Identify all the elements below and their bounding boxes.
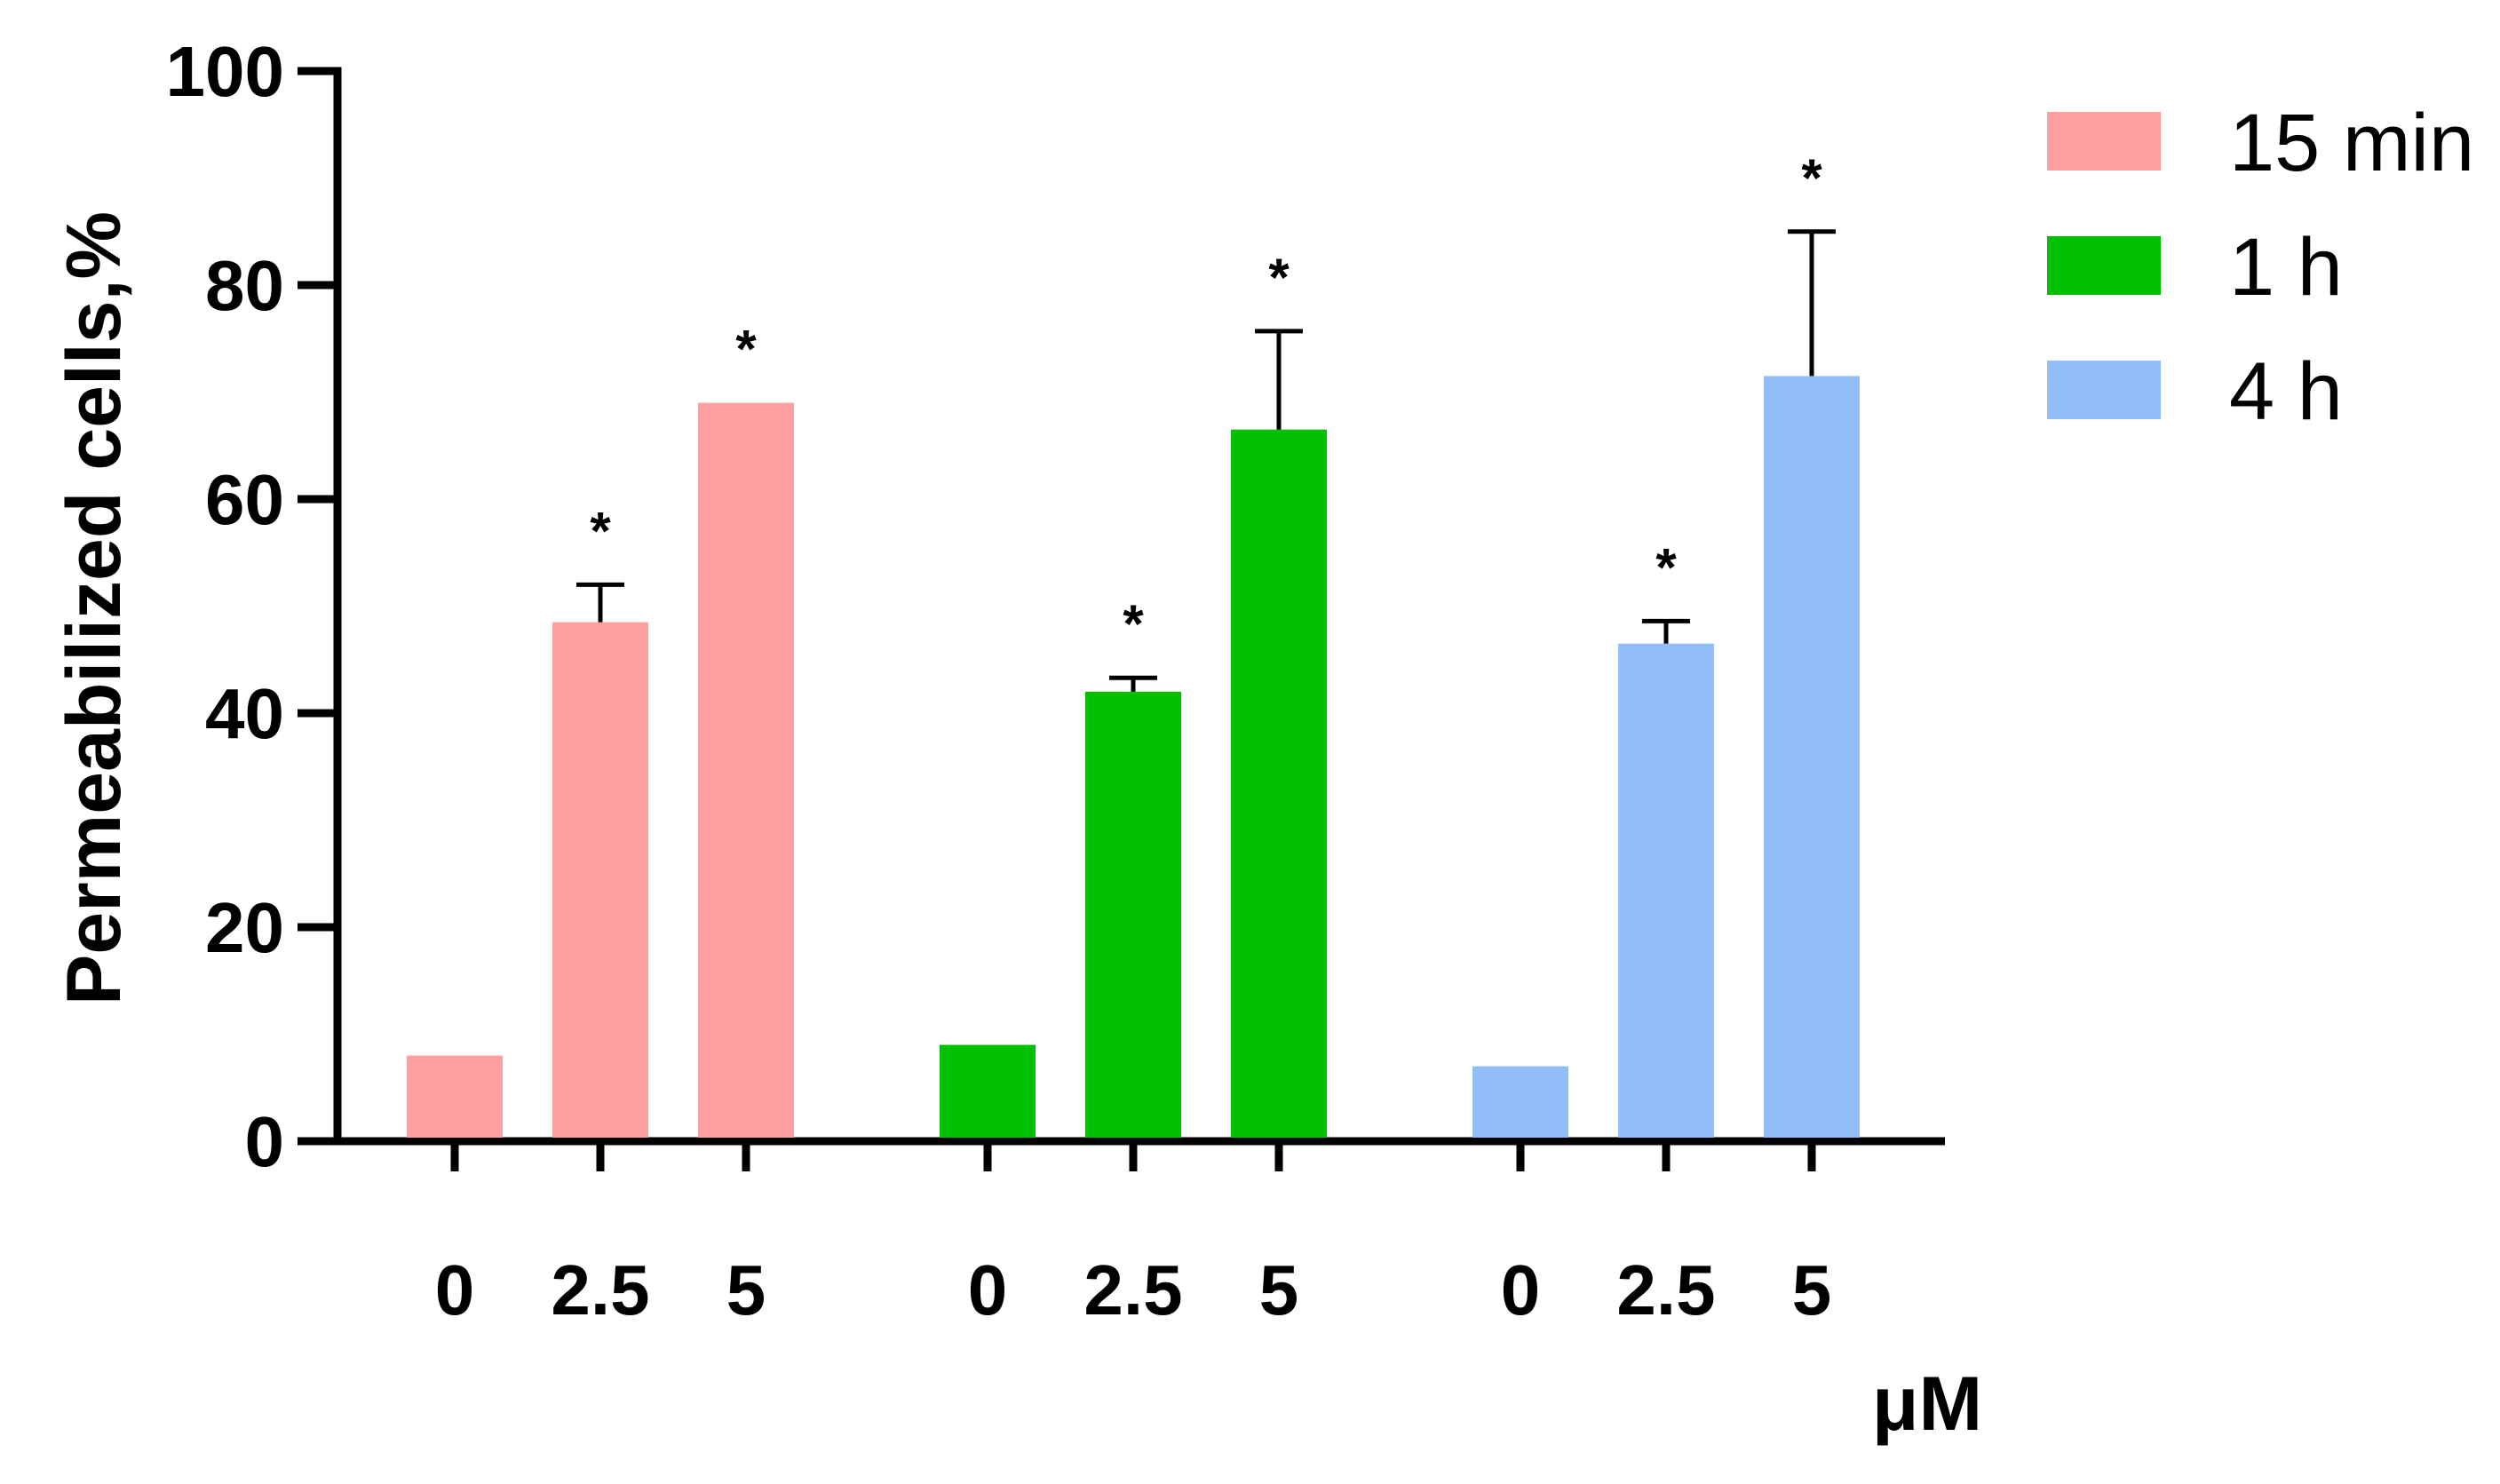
bar <box>1231 429 1327 1138</box>
y-tick-label: 0 <box>245 1102 285 1181</box>
x-tick-label: 5 <box>1259 1250 1299 1329</box>
y-tick-label: 40 <box>205 674 284 753</box>
y-tick-label: 20 <box>205 888 284 967</box>
bar <box>1618 643 1714 1138</box>
significance-marker: * <box>590 501 611 560</box>
x-unit-label: μM <box>1872 1361 1982 1447</box>
series-2: ** <box>1472 148 1860 1138</box>
legend: 15 min 1 h 4 h <box>2047 98 2474 437</box>
x-tick-label: 0 <box>968 1250 1008 1329</box>
x-tick-label: 0 <box>1501 1250 1541 1329</box>
x-tick-label: 2.5 <box>1083 1250 1182 1329</box>
x-tick-label: 5 <box>726 1250 766 1329</box>
bar <box>552 622 648 1138</box>
bar <box>1764 376 1860 1138</box>
legend-swatch <box>2047 112 2161 171</box>
bars: ****** <box>407 148 1860 1138</box>
legend-swatch <box>2047 236 2161 295</box>
x-tick-label: 2.5 <box>1616 1250 1715 1329</box>
bar <box>407 1055 503 1138</box>
significance-marker: * <box>1801 148 1822 208</box>
legend-label: 15 min <box>2229 98 2474 188</box>
y-axis-title: Permeabilized cells,% <box>52 211 137 1005</box>
legend-swatch <box>2047 361 2161 419</box>
bar <box>1472 1066 1568 1138</box>
y-tick-label: 60 <box>205 460 284 539</box>
legend-item: 1 h <box>2047 222 2343 313</box>
y-ticks: 0 20 40 60 80 100 <box>166 32 337 1181</box>
significance-marker: * <box>735 320 757 379</box>
bar <box>940 1044 1036 1138</box>
x-ticks: 0 2.5 5 0 2.5 5 0 2.5 5 <box>435 1141 1832 1329</box>
legend-label: 4 h <box>2229 346 2343 437</box>
axes: 0 20 40 60 80 100 0 2.5 5 0 2.5 5 0 2.5 5 <box>166 32 1945 1329</box>
x-tick-label: 5 <box>1792 1250 1832 1329</box>
x-tick-label: 2.5 <box>551 1250 649 1329</box>
series-0: ** <box>407 320 794 1138</box>
bar <box>1085 691 1181 1138</box>
significance-marker: * <box>1655 537 1677 597</box>
series-1: ** <box>940 248 1327 1138</box>
x-tick-label: 0 <box>435 1250 475 1329</box>
y-tick-label: 80 <box>205 246 284 325</box>
bar <box>698 402 794 1138</box>
legend-item: 4 h <box>2047 346 2343 437</box>
legend-label: 1 h <box>2229 222 2343 313</box>
y-tick-label: 100 <box>166 32 284 111</box>
significance-marker: * <box>1123 594 1144 654</box>
significance-marker: * <box>1268 248 1290 307</box>
legend-item: 15 min <box>2047 98 2474 188</box>
